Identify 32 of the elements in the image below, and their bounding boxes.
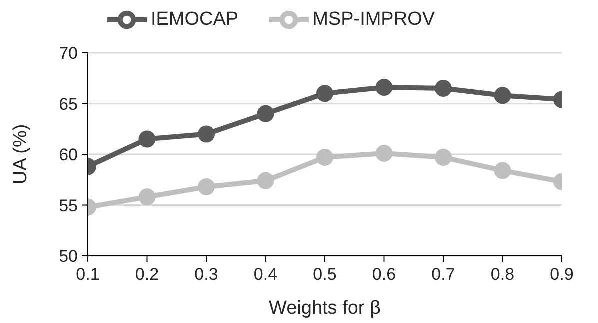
x-tick-label: 0.4: [254, 265, 278, 284]
point: [198, 126, 215, 143]
legend-label: IEMOCAP: [150, 9, 239, 30]
x-tick-label: 0.6: [372, 265, 396, 284]
y-tick-label: 70: [59, 44, 78, 64]
point: [316, 149, 334, 166]
y-tick-label: 65: [59, 94, 78, 114]
point: [257, 105, 274, 122]
x-tick-label: 0.7: [432, 265, 456, 284]
y-tick-label: 60: [59, 146, 78, 165]
point: [435, 149, 452, 166]
point: [138, 130, 156, 148]
point: [316, 85, 334, 102]
y-axis-title: UA (%): [10, 124, 32, 184]
point: [257, 172, 274, 190]
y-tick-label: 55: [59, 196, 78, 216]
point: [198, 178, 215, 196]
point: [494, 162, 512, 180]
point: [376, 144, 393, 162]
x-axis-title: Weights for β: [269, 298, 382, 319]
x-tick-label: 0.3: [194, 265, 218, 284]
x-tick-label: 0.8: [490, 265, 515, 284]
x-tick-label: 0.2: [135, 265, 160, 284]
x-tick-label: 0.1: [76, 265, 100, 284]
x-tick-label: 0.9: [550, 265, 574, 284]
x-tick-label: 0.5: [313, 265, 337, 284]
point: [494, 87, 512, 104]
legend-label: MSP-IMPROV: [312, 9, 436, 30]
point: [138, 188, 156, 206]
y-tick-label: 50: [59, 247, 78, 266]
point: [435, 80, 452, 98]
point: [376, 79, 393, 96]
